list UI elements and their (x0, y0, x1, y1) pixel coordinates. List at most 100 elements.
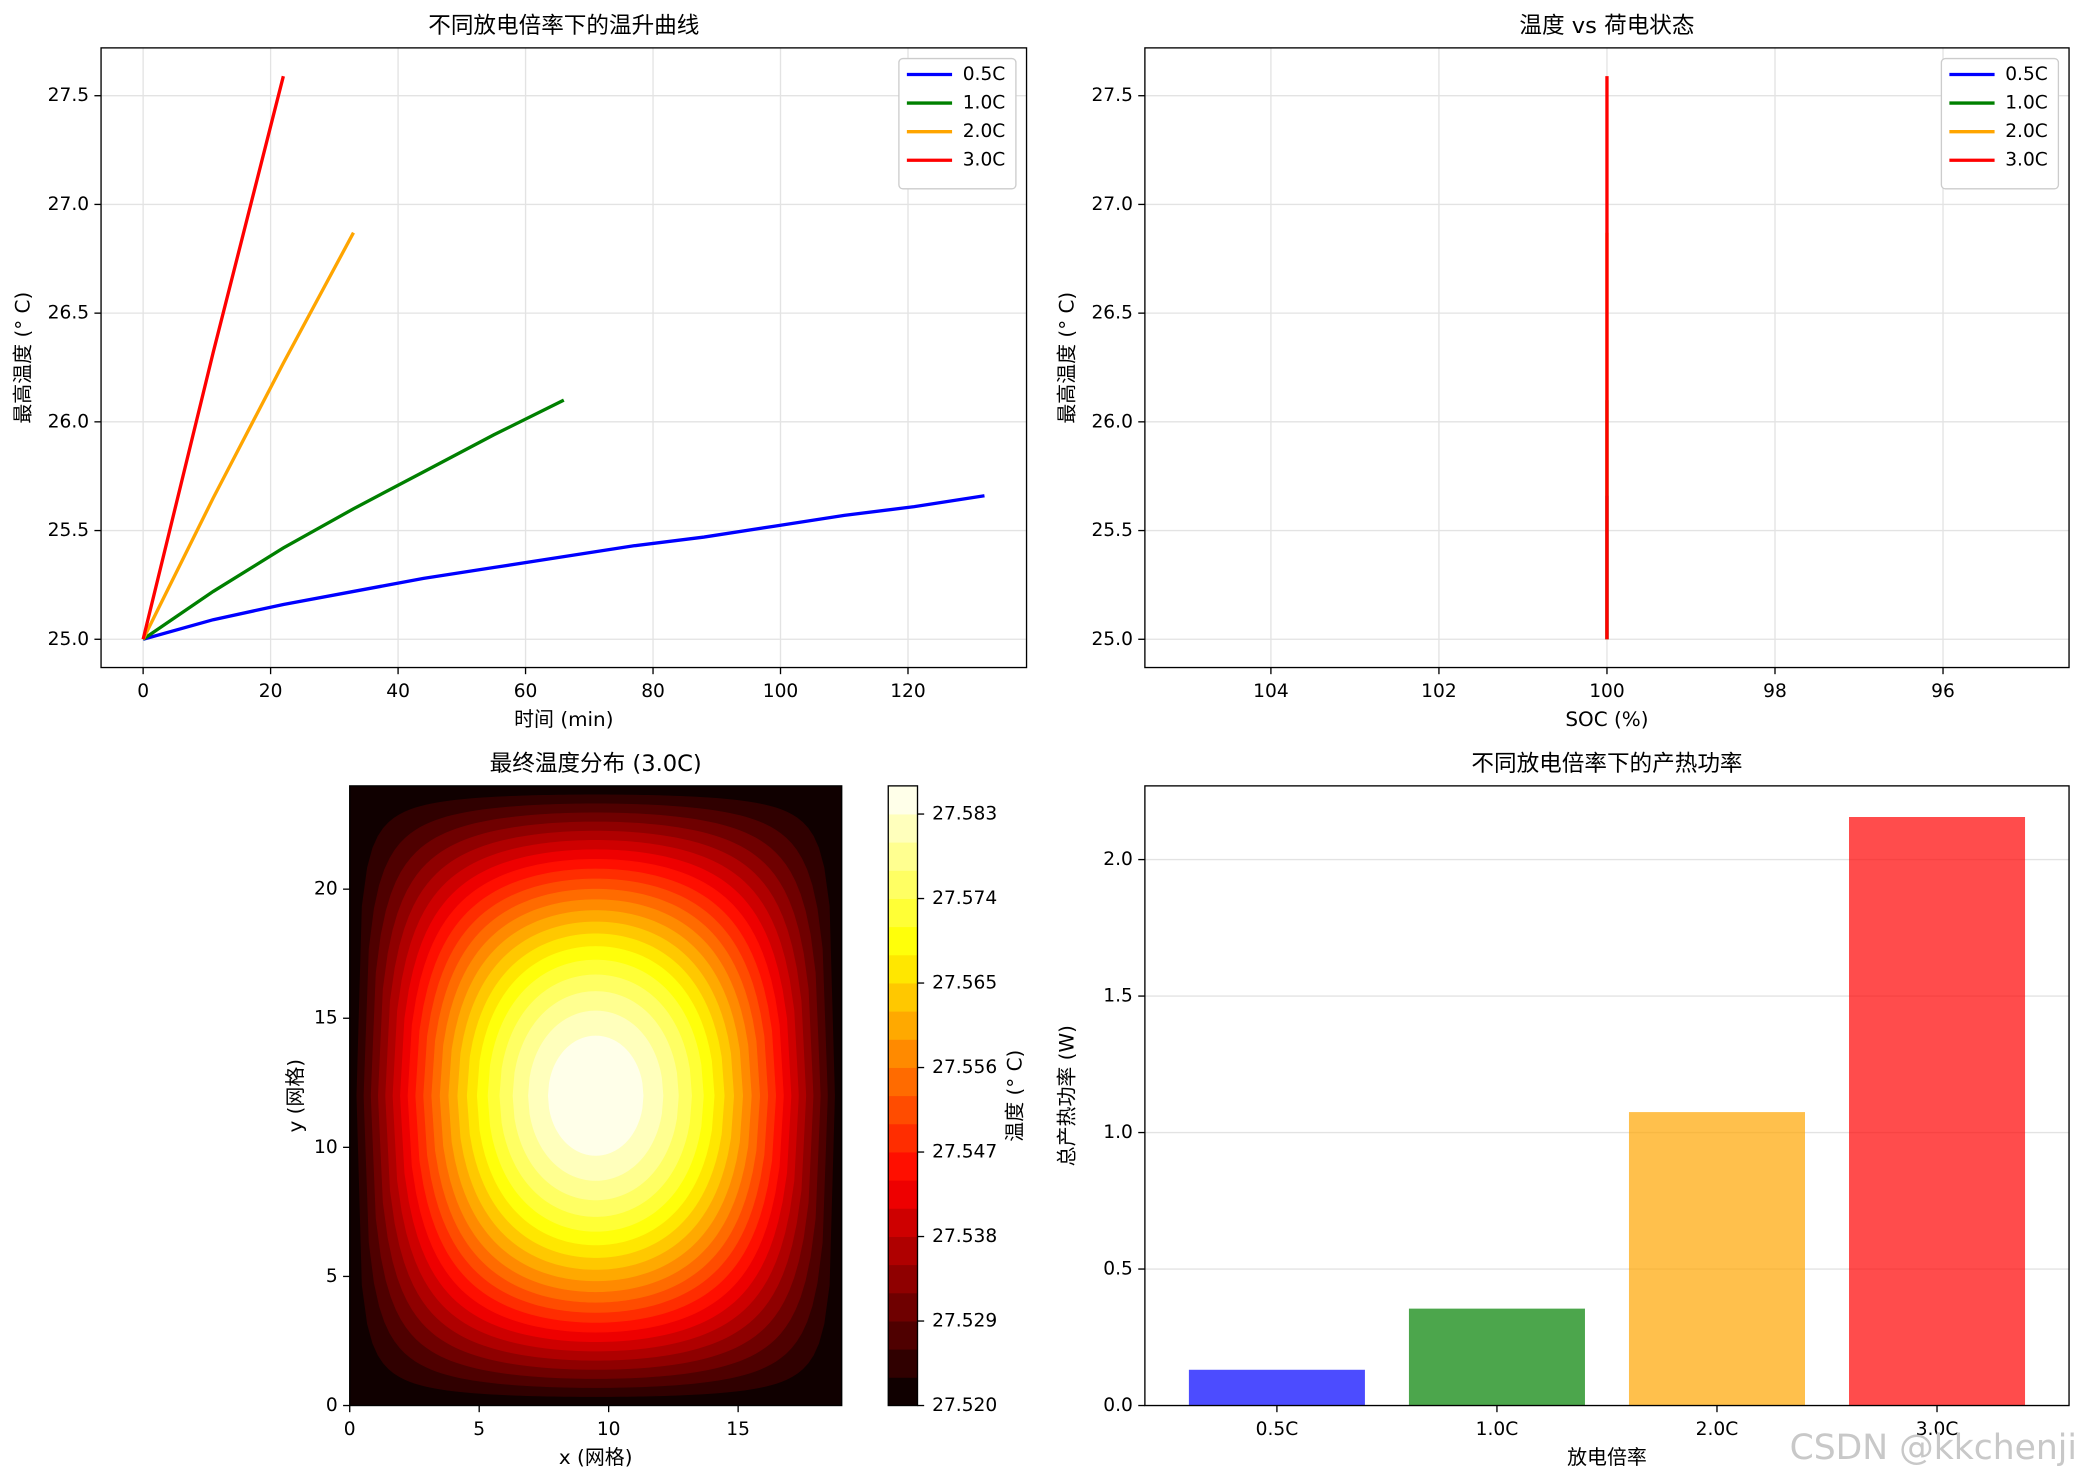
legend-box (898, 57, 1017, 190)
legend-label: 1.0C (963, 93, 1006, 114)
legend-label: 0.5C (963, 64, 1006, 85)
x-tick-label: 100 (763, 681, 799, 702)
y-tick-label: 15 (314, 1008, 338, 1029)
x-tick-label: 40 (386, 681, 410, 702)
x-tick-label: 3.0C (1916, 1419, 1959, 1440)
y-axis-label: y (网格) (283, 1059, 307, 1133)
x-tick-label: 0 (344, 1419, 356, 1440)
colorbar-tick-label: 27.574 (932, 888, 997, 909)
y-tick-label: 5 (326, 1266, 338, 1287)
colorbar-tick-label: 27.529 (932, 1311, 997, 1332)
colorbar-frame (887, 785, 919, 1407)
chart-title: 不同放电倍率下的产热功率 (1471, 751, 1742, 777)
colorbar-band (888, 1011, 918, 1040)
colorbar-band (888, 842, 918, 871)
y-axis-label: 总产热功率 (W) (1054, 1025, 1078, 1166)
data-line (142, 398, 565, 641)
legend-label: 0.5C (2005, 64, 2048, 85)
axes-frame (1144, 47, 2070, 669)
colorbar-tick-label: 27.583 (932, 804, 997, 825)
data-line (141, 231, 355, 641)
data-line (142, 494, 985, 641)
x-tick-label: 1.0C (1476, 1419, 1519, 1440)
colorbar-band (888, 814, 918, 843)
watermark: CSDN @kkchenji (1790, 1428, 2077, 1468)
x-axis-label: SOC (%) (1565, 707, 1648, 731)
colorbar-band (888, 1208, 918, 1237)
y-tick-label: 26.5 (1091, 303, 1132, 324)
y-tick-label: 1.5 (1103, 986, 1133, 1007)
colorbar-band (888, 1180, 918, 1209)
y-axis-label: 最高温度 (° C) (1054, 292, 1078, 424)
y-tick-label: 20 (314, 879, 338, 900)
y-tick-label: 25.0 (48, 629, 89, 650)
data-line (141, 75, 285, 640)
colorbar-tick-label: 27.556 (932, 1057, 997, 1078)
axes-frame (100, 47, 1028, 669)
colorbar-band (888, 1321, 918, 1350)
y-tick-label: 10 (314, 1137, 338, 1158)
y-tick-label: 1.0 (1103, 1122, 1133, 1143)
colorbar-band (888, 870, 918, 899)
legend-label: 3.0C (963, 150, 1006, 171)
bar (1849, 816, 2026, 1406)
colorbar-band (888, 1236, 918, 1266)
y-tick-label: 26.0 (48, 411, 89, 432)
legend-label: 1.0C (2005, 93, 2048, 114)
colorbar-band (888, 1292, 918, 1322)
x-tick-label: 96 (1931, 681, 1955, 702)
x-tick-label: 5 (473, 1419, 485, 1440)
x-tick-label: 20 (259, 681, 283, 702)
x-tick-label: 102 (1421, 681, 1457, 702)
contour-band (547, 1035, 644, 1156)
chart-title: 最终温度分布 (3.0C) (490, 751, 702, 777)
y-tick-label: 0.5 (1103, 1259, 1133, 1280)
y-axis-label: 最高温度 (° C) (10, 292, 34, 424)
bar (1188, 1369, 1365, 1406)
y-tick-label: 25.5 (1091, 520, 1132, 541)
y-tick-label: 27.0 (1091, 194, 1132, 215)
y-tick-label: 27.5 (48, 85, 89, 106)
colorbar-band (888, 1349, 918, 1378)
colorbar-tick-label: 27.520 (932, 1395, 997, 1416)
x-axis-label: 时间 (min) (514, 707, 613, 731)
colorbar-band (888, 898, 918, 928)
y-tick-label: 27.0 (48, 194, 89, 215)
y-tick-label: 25.0 (1091, 629, 1132, 650)
colorbar-band (888, 1039, 918, 1068)
y-tick-label: 26.0 (1091, 411, 1132, 432)
chart-title: 不同放电倍率下的温升曲线 (428, 13, 699, 39)
x-tick-label: 0.5C (1256, 1419, 1299, 1440)
colorbar-label: 温度 (° C) (1002, 1050, 1026, 1142)
x-tick-label: 80 (641, 681, 665, 702)
x-axis-label: x (网格) (559, 1445, 633, 1469)
legend-label: 2.0C (963, 121, 1006, 142)
bar (1408, 1308, 1585, 1406)
y-tick-label: 27.5 (1091, 85, 1132, 106)
legend-label: 3.0C (2005, 150, 2048, 171)
x-tick-label: 0 (137, 681, 149, 702)
x-tick-label: 15 (726, 1419, 750, 1440)
axes-frame (1144, 785, 2070, 1407)
y-tick-label: 0.0 (1103, 1395, 1133, 1416)
colorbar-band (888, 926, 918, 956)
colorbar-band (888, 1264, 918, 1294)
x-tick-label: 120 (890, 681, 926, 702)
x-tick-label: 10 (597, 1419, 621, 1440)
colorbar-tick-label: 27.538 (932, 1226, 997, 1247)
y-tick-label: 26.5 (48, 303, 89, 324)
chart-title: 温度 vs 荷电状态 (1519, 13, 1694, 39)
colorbar-band (888, 1123, 918, 1153)
colorbar-band (888, 983, 918, 1012)
y-tick-label: 2.0 (1103, 849, 1133, 870)
x-tick-label: 60 (514, 681, 538, 702)
x-tick-label: 2.0C (1696, 1419, 1739, 1440)
x-axis-label: 放电倍率 (1567, 1445, 1647, 1469)
colorbar-tick-label: 27.547 (932, 1142, 997, 1163)
y-tick-label: 25.5 (48, 520, 89, 541)
legend-label: 2.0C (2005, 121, 2048, 142)
x-tick-label: 100 (1589, 681, 1625, 702)
colorbar-band (888, 785, 918, 815)
